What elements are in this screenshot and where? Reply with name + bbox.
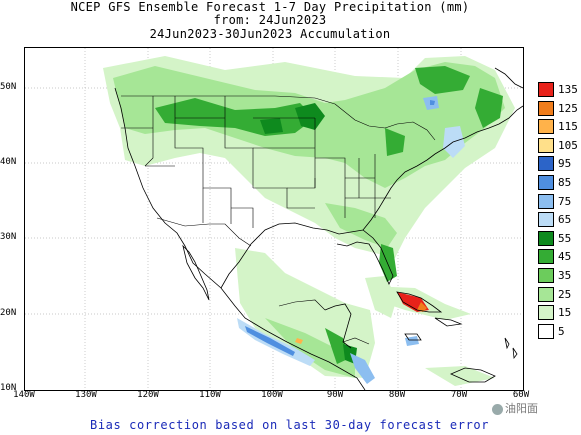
precip-over-135mm: [295, 292, 429, 344]
footer-note: Bias correction based on last 30-day for…: [90, 418, 490, 432]
legend-label-25: 25: [558, 287, 572, 301]
legend-swatch-85: [538, 175, 554, 190]
legend-label-95: 95: [558, 157, 572, 171]
legend-swatch-25: [538, 286, 554, 302]
watermark-text: 油阳面: [505, 402, 538, 415]
political-borders: [121, 95, 436, 345]
legend-swatch-45: [538, 249, 554, 265]
legend-swatch-115: [538, 119, 554, 135]
lat-label-20n: 20N: [0, 308, 17, 318]
lon-label-100w: 100W: [261, 390, 283, 400]
legend-label-135: 135: [558, 83, 578, 96]
lat-label-40n: 40N: [0, 157, 17, 167]
legend-swatch-125: [538, 100, 554, 116]
lon-label-120w: 120W: [137, 390, 159, 400]
legend-label-75: 75: [558, 194, 572, 208]
legend-label-85: 85: [558, 176, 572, 189]
lon-label-110w: 110W: [199, 390, 221, 400]
lon-label-70w: 70W: [450, 390, 468, 400]
legend-swatch-135: [538, 82, 554, 97]
legend-label-65: 65: [558, 213, 572, 227]
legend-label-5: 5: [558, 324, 565, 338]
legend-swatch-55: [538, 230, 554, 246]
precip-65-95mm: [237, 96, 465, 384]
legend-swatch-95: [538, 156, 554, 172]
legend-swatch-35: [538, 268, 554, 283]
lat-label-10n: 10N: [0, 383, 17, 393]
chart-subtitle-from: from: 24Jun2023: [213, 13, 327, 27]
lon-label-60w: 60W: [512, 390, 530, 400]
lon-label-80w: 80W: [388, 390, 406, 400]
legend-swatch-105: [538, 137, 554, 153]
legend-label-45: 45: [558, 250, 572, 264]
chart-title: NCEP GFS Ensemble Forecast 1-7 Day Preci…: [70, 0, 470, 14]
legend-label-15: 15: [558, 306, 572, 320]
legend-swatch-65: [538, 212, 554, 228]
precipitation-map: [24, 47, 524, 391]
legend-swatch-5: [538, 323, 554, 339]
lat-label-50n: 50N: [0, 82, 17, 92]
legend-label-115: 115: [558, 120, 578, 134]
legend-label-105: 105: [558, 138, 578, 152]
legend-label-125: 125: [558, 101, 578, 115]
legend-label-35: 35: [558, 269, 572, 282]
lon-label-90w: 90W: [326, 390, 344, 400]
lon-label-140w: 140W: [13, 390, 35, 400]
lat-label-30n: 30N: [0, 232, 17, 242]
watermark: 油阳面: [492, 400, 538, 416]
legend-swatch-15: [538, 305, 554, 321]
chart-subtitle-period: 24Jun2023-30Jun2023 Accumulation: [149, 27, 391, 41]
legend-swatch-75: [538, 193, 554, 209]
wechat-icon: [492, 403, 503, 415]
legend-label-55: 55: [558, 231, 572, 245]
lon-label-130w: 130W: [75, 390, 97, 400]
precip-55-65mm: [260, 103, 357, 364]
